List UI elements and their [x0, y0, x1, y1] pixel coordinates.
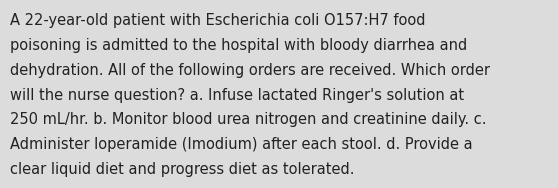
Text: will the nurse question? a. Infuse lactated Ringer's solution at: will the nurse question? a. Infuse lacta… [10, 88, 464, 103]
Text: Administer loperamide (Imodium) after each stool. d. Provide a: Administer loperamide (Imodium) after ea… [10, 137, 473, 152]
Text: A 22-year-old patient with Escherichia coli O157:H7 food: A 22-year-old patient with Escherichia c… [10, 13, 426, 28]
Text: 250 mL/hr. b. Monitor blood urea nitrogen and creatinine daily. c.: 250 mL/hr. b. Monitor blood urea nitroge… [10, 112, 487, 127]
Text: poisoning is admitted to the hospital with bloody diarrhea and: poisoning is admitted to the hospital wi… [10, 38, 467, 53]
Text: clear liquid diet and progress diet as tolerated.: clear liquid diet and progress diet as t… [10, 162, 354, 177]
Text: dehydration. All of the following orders are received. Which order: dehydration. All of the following orders… [10, 63, 490, 78]
